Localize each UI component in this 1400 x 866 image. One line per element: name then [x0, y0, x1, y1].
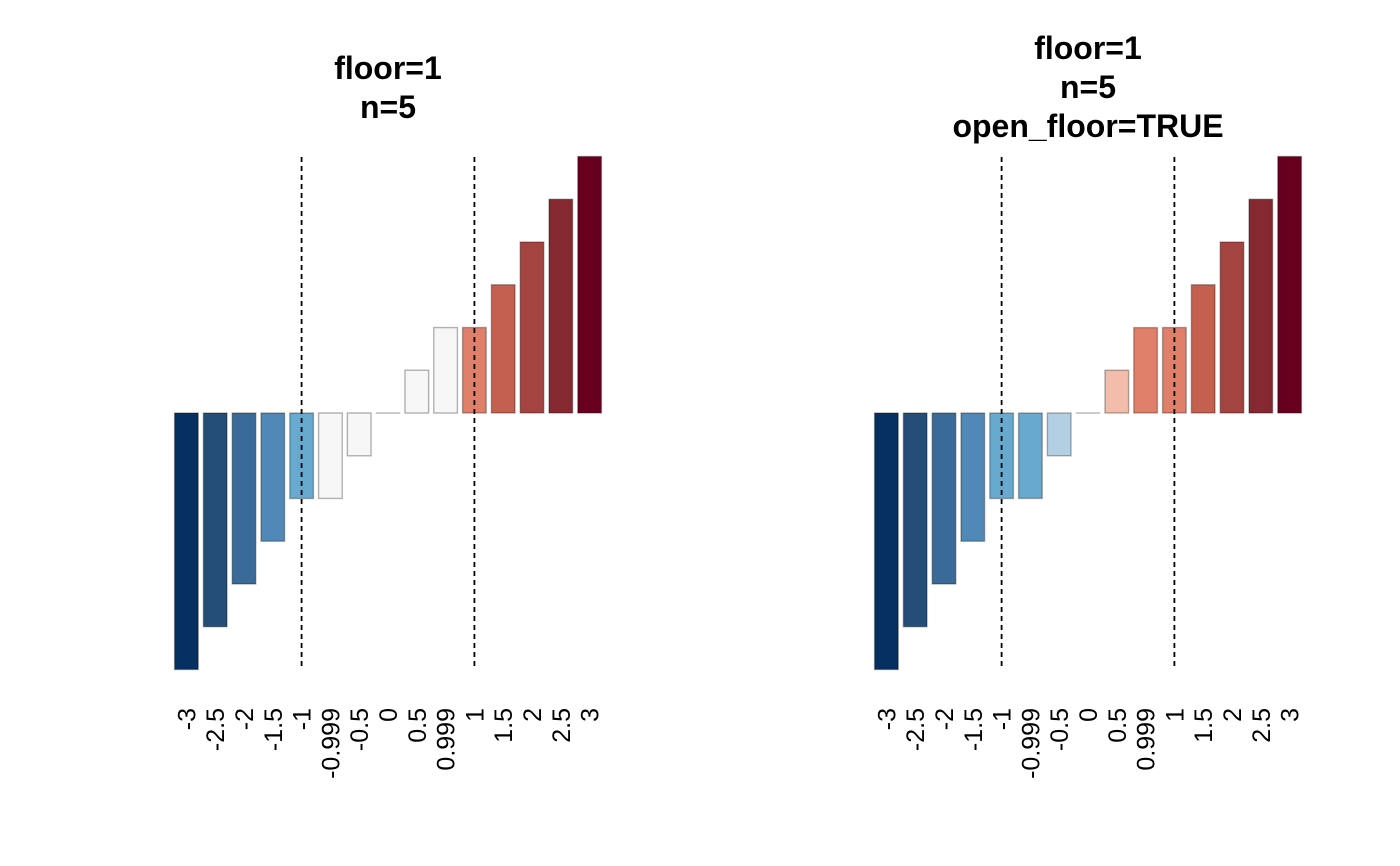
tick-label: -0.5 — [1046, 708, 1074, 751]
tick-label: 0 — [1075, 708, 1103, 722]
bar — [260, 412, 286, 542]
tick-label: -3 — [873, 708, 901, 730]
tick-label: -1.5 — [960, 708, 988, 751]
chart-title-line: open_floor=TRUE — [952, 108, 1223, 144]
tick-label: 1.5 — [1190, 708, 1218, 743]
bar — [1248, 198, 1274, 414]
tick-label: -0.999 — [1017, 708, 1045, 779]
tick-label: 1 — [1161, 708, 1189, 722]
tick-label: -2.5 — [902, 708, 930, 751]
tick-label: -3 — [173, 708, 201, 730]
bar — [404, 369, 430, 414]
tick-label: -1 — [989, 708, 1017, 730]
tick-label: 0.5 — [1104, 708, 1132, 743]
tick-label: 2 — [519, 708, 547, 722]
bar — [519, 241, 545, 414]
bar — [231, 412, 257, 585]
bar — [1075, 412, 1101, 414]
tick-label: 3 — [577, 708, 605, 722]
bar — [490, 284, 516, 414]
bar — [346, 412, 372, 457]
tick-label: 2 — [1219, 708, 1247, 722]
tick-label: 2.5 — [548, 708, 576, 743]
bar — [375, 412, 401, 414]
tick-label: 0 — [375, 708, 403, 722]
tick-label: -2 — [931, 708, 959, 730]
tick-label: 0.999 — [1133, 708, 1161, 771]
chart-title-line: floor=1 — [334, 50, 442, 86]
bar — [317, 412, 343, 500]
bar — [1046, 412, 1072, 457]
tick-label: -1 — [289, 708, 317, 730]
bar — [931, 412, 957, 585]
tick-label: -2 — [231, 708, 259, 730]
chart-title-line: n=5 — [1060, 69, 1116, 105]
tick-label: -0.5 — [346, 708, 374, 751]
tick-label: -0.999 — [317, 708, 345, 779]
tick-label: 1.5 — [490, 708, 518, 743]
bar — [202, 412, 228, 628]
bar — [173, 412, 199, 671]
bar — [1190, 284, 1216, 414]
bar — [873, 412, 899, 671]
chart-title-line: n=5 — [360, 89, 416, 125]
tick-label: 0.999 — [433, 708, 461, 771]
tick-label: 1 — [461, 708, 489, 722]
tick-label: 2.5 — [1248, 708, 1276, 743]
bar — [433, 326, 459, 414]
bar — [960, 412, 986, 542]
bar — [1219, 241, 1245, 414]
bar — [1104, 369, 1130, 414]
bar — [1277, 155, 1303, 414]
chart-title-line: floor=1 — [1034, 30, 1142, 66]
bar — [1133, 326, 1159, 414]
tick-label: 0.5 — [404, 708, 432, 743]
bar — [1017, 412, 1043, 500]
bar — [577, 155, 603, 414]
left-panel: floor=1n=5 -3 -2.5 -2 -1.5 -1 -0.999 -0.5 0 0.5 0.… — [173, 50, 604, 779]
tick-label: 3 — [1277, 708, 1305, 722]
bar — [548, 198, 574, 414]
tick-label: -1.5 — [260, 708, 288, 751]
bar — [902, 412, 928, 628]
tick-label: -2.5 — [202, 708, 230, 751]
